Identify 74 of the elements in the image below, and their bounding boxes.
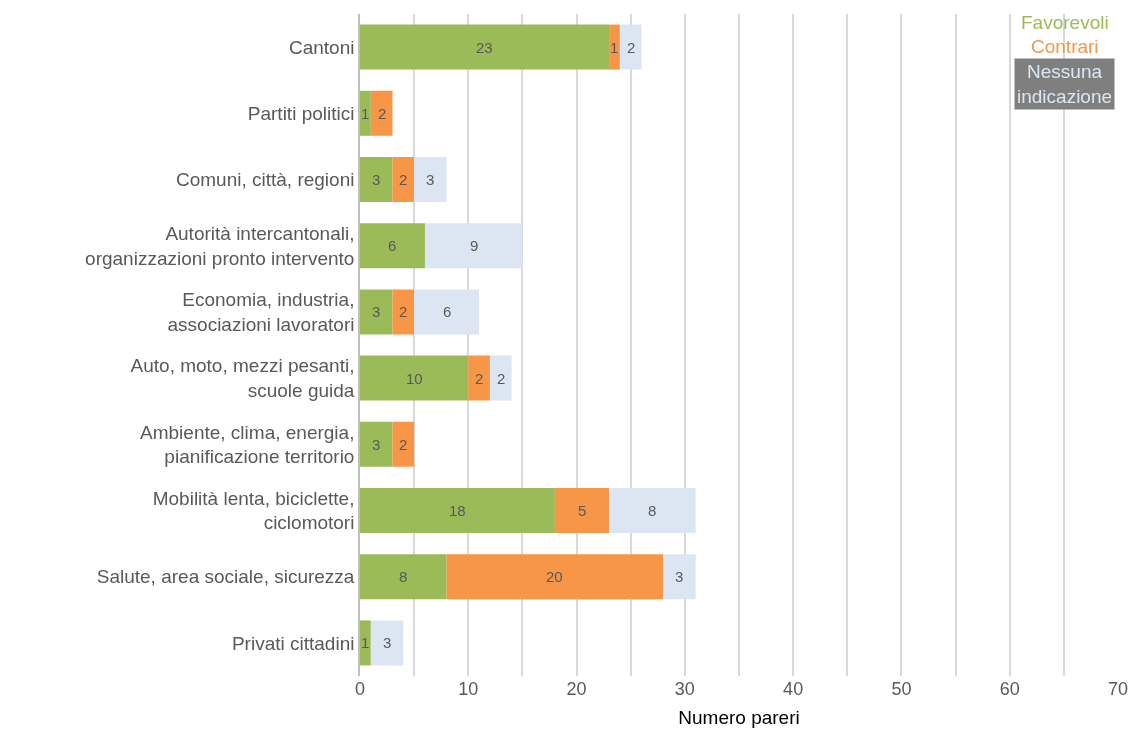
text: Nessuna indicazione: [1017, 61, 1113, 107]
bar: [360, 620, 371, 666]
data-label: 3: [372, 171, 381, 188]
bar: [360, 421, 393, 467]
x-tick-label: 50: [891, 679, 912, 699]
bar: [360, 156, 393, 203]
bar: [392, 156, 415, 203]
data-label: 3: [383, 634, 392, 651]
y-tick-label: Partiti politici: [247, 102, 355, 124]
bar: [554, 487, 610, 534]
x-tick-label: 0: [354, 679, 366, 699]
bar: [360, 554, 447, 600]
y-tick-label: Economia, industria, associazioni lavoratori: [167, 289, 355, 335]
y-tick-label: Cantoni: [288, 36, 355, 58]
data-label: 8: [399, 568, 408, 585]
data-label: 8: [648, 502, 657, 519]
data-label: 1: [610, 39, 619, 56]
bar: [360, 90, 371, 136]
bar: [360, 223, 425, 269]
data-label: 10: [406, 370, 423, 387]
x-tick-label: 10: [458, 679, 479, 699]
data-label: 23: [476, 39, 493, 56]
bar: [360, 289, 393, 335]
text: Contrari: [1031, 36, 1099, 57]
y-tick-label: Privati cittadini: [231, 632, 355, 654]
data-label: 5: [578, 502, 587, 519]
y-tick-label: Mobilità lenta, biciclette, ciclomotori: [152, 487, 355, 534]
x-tick-label: 30: [674, 679, 695, 699]
data-label: 6: [443, 303, 452, 320]
data-label: 2: [399, 171, 408, 188]
bar: [392, 289, 415, 335]
x-tick-label: 60: [999, 679, 1020, 699]
data-label: 3: [675, 568, 684, 585]
bar: [414, 156, 447, 203]
data-label: 3: [426, 171, 435, 188]
bar: [414, 289, 480, 335]
y-tick-label: Salute, area sociale, sicurezza: [96, 566, 355, 588]
y-tick-label: Autorità intercantonali, organizzazioni pronto intervento: [85, 223, 355, 269]
data-label: 2: [497, 370, 506, 387]
bar: [370, 90, 393, 136]
data-label: 2: [378, 105, 387, 122]
data-label: 3: [372, 303, 381, 320]
y-tick-label: Ambiente, clima, energia, pianificazione territorio: [140, 421, 355, 468]
bar: [360, 24, 610, 70]
bar: [609, 24, 620, 70]
bar: [360, 355, 469, 401]
data-label: 6: [388, 237, 397, 254]
bar: [446, 554, 664, 600]
data-label: 2: [475, 370, 484, 387]
bar: [468, 355, 490, 401]
x-axis-title: Numero pareri: [678, 706, 800, 728]
data-label: 20: [546, 568, 563, 585]
bar: [609, 487, 696, 534]
x-tick-label: 70: [1107, 679, 1129, 699]
bar: [360, 487, 555, 534]
data-label: 1: [361, 105, 370, 122]
y-tick-label: Auto, moto, mezzi pesanti, scuole guida: [130, 355, 355, 402]
bar: [489, 355, 512, 401]
bar: [663, 554, 696, 600]
data-label: 3: [372, 436, 381, 453]
data-label: 1: [361, 634, 370, 651]
data-label: 18: [449, 502, 466, 519]
bar: [392, 421, 415, 467]
data-label: 2: [399, 436, 408, 453]
x-tick-label: 40: [783, 679, 804, 699]
bar: [619, 24, 642, 70]
data-label: 2: [627, 39, 636, 56]
y-tick-label: Comuni, città, regioni: [175, 169, 355, 191]
bar: [424, 223, 523, 269]
x-tick-label: 20: [566, 679, 587, 699]
bar: [370, 620, 404, 666]
data-label: 2: [399, 303, 408, 320]
data-label: 9: [470, 237, 479, 254]
text: Favorevoli: [1021, 12, 1109, 33]
